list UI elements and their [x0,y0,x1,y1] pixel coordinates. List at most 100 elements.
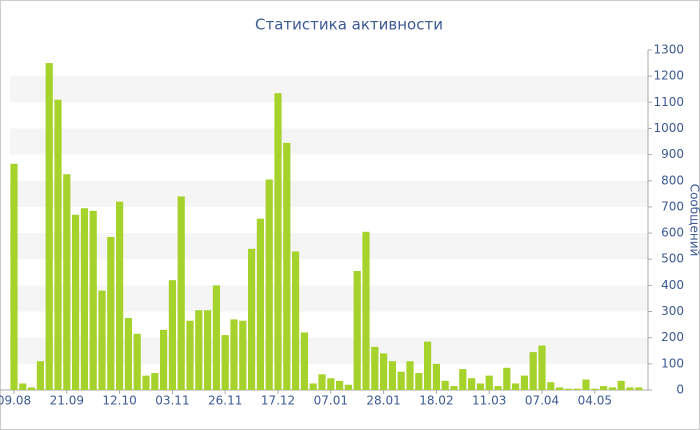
bar [635,387,643,390]
x-tick-label: 09.08 [0,394,31,408]
bar [274,93,282,391]
x-tick-label: 12.10 [102,394,136,408]
bar [380,353,388,390]
grid-band [10,285,648,312]
bar [36,361,44,390]
y-tick-label: 1300 [653,43,684,57]
x-tick-label: 07.01 [314,394,348,408]
bar [19,383,27,390]
bar [371,346,379,390]
y-tick-label: 100 [661,356,684,370]
bar [591,388,599,390]
bar [168,280,176,390]
bar [248,248,256,390]
bar [72,214,80,390]
y-tick-label: 200 [661,330,684,344]
bar [160,329,168,390]
bar [151,373,159,390]
bar [186,320,194,390]
y-tick-label: 400 [661,278,684,292]
x-tick-label: 18.02 [419,394,453,408]
bar [177,196,185,390]
x-tick-label: 21.09 [50,394,84,408]
bar [459,369,467,390]
x-tick-label: 28.01 [366,394,400,408]
bar [564,388,572,390]
y-tick-label: 800 [661,173,684,187]
bar [362,231,370,390]
bar [28,387,36,390]
bar [283,142,291,390]
x-tick-label: 26.11 [208,394,242,408]
bar [476,383,484,390]
grid-band [10,76,648,103]
bar [538,345,546,390]
bar [503,367,511,390]
bar [441,380,449,390]
x-tick-label: 17.12 [261,394,295,408]
bar [547,382,555,390]
bar [336,380,344,390]
bar [318,374,326,390]
bar [573,388,581,390]
bar [300,332,308,390]
y-tick-label: 300 [661,304,684,318]
grid-band [10,337,648,364]
grid-band [10,233,648,260]
bar [292,251,300,390]
bars [10,63,643,391]
bar [556,387,564,390]
bar [397,371,405,390]
y-tick-label: 900 [661,147,684,161]
bar [212,285,220,390]
bar [485,375,493,390]
bar [450,386,458,390]
bar [133,333,141,390]
bar [512,383,520,390]
bar [221,335,229,390]
bar [626,387,634,390]
bar [494,386,502,390]
bar [468,378,476,390]
bar [388,361,396,390]
bar [344,384,352,390]
bar [204,310,212,390]
bar [54,99,62,390]
y-tick-label: 700 [661,199,684,213]
bar [142,375,150,390]
bar [239,320,247,390]
bar [265,179,273,390]
y-tick-label: 0 [676,383,684,397]
bar [230,319,238,390]
bar [608,387,616,390]
x-tick-label: 04.05 [578,394,612,408]
bar [116,201,124,390]
bar [80,208,88,390]
bar [432,363,440,390]
chart-title: Статистика активности [255,16,443,34]
y-tick-label: 1000 [653,121,684,135]
bar [415,373,423,390]
y-tick-label: 1100 [653,95,684,109]
bar [582,379,590,390]
bar [10,163,18,390]
y-tick-label: 600 [661,226,684,240]
bar [406,361,414,390]
x-tick-label: 03.11 [155,394,189,408]
bar [124,318,132,390]
bar [424,341,432,390]
bar [327,378,335,390]
bar [520,375,528,390]
bar [256,218,264,390]
bar [195,310,203,390]
bar [309,383,317,390]
y-axis-label: Сообщений [688,184,700,257]
bar [63,174,71,390]
y-tick-label: 500 [661,252,684,266]
bar [529,352,537,390]
y-tick-label: 1200 [653,69,684,83]
x-tick-label: 11.03 [472,394,506,408]
bar [617,380,625,390]
bar [107,237,115,390]
